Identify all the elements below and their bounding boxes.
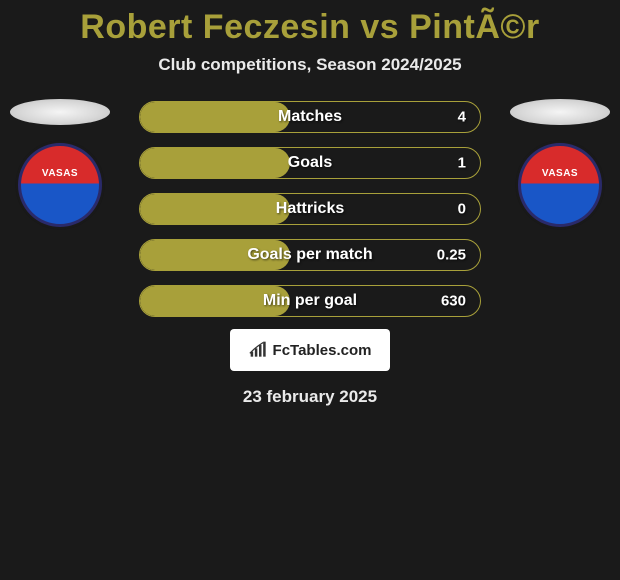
club-badge-right: VASAS [518,143,602,227]
club-badge-right-text: VASAS [542,168,578,179]
bar-chart-icon [249,341,269,359]
stat-fill [140,194,290,224]
middle-section: VASAS VASAS Matches 4 Goals 1 Hattricks 0 Goal… [0,99,620,319]
club-badge-left: VASAS [18,143,102,227]
stat-label: Matches [278,108,342,126]
stat-label: Min per goal [263,292,357,310]
stats-list: Matches 4 Goals 1 Hattricks 0 Goals per match 0… [139,99,481,317]
stat-row: Min per goal 630 [139,285,481,317]
stat-value: 4 [458,109,466,126]
player-placeholder-right [510,99,610,125]
stat-value: 630 [441,293,466,310]
stat-value: 0.25 [437,247,466,264]
stat-label: Goals per match [247,246,372,264]
club-badge-left-text: VASAS [42,168,78,179]
source-logo-text: FcTables.com [273,342,372,359]
stat-fill [140,102,290,132]
stat-value: 1 [458,155,466,172]
date-label: 23 february 2025 [0,387,620,407]
stat-label: Goals [288,154,332,172]
stat-row: Goals 1 [139,147,481,179]
page-title: Robert Feczesin vs PintÃ©r [0,8,620,47]
stat-row: Matches 4 [139,101,481,133]
player-left-block: VASAS [0,99,120,227]
comparison-card: Robert Feczesin vs PintÃ©r Club competit… [0,0,620,407]
stat-label: Hattricks [276,200,344,218]
stat-row: Hattricks 0 [139,193,481,225]
stat-row: Goals per match 0.25 [139,239,481,271]
page-subtitle: Club competitions, Season 2024/2025 [0,55,620,75]
player-right-block: VASAS [500,99,620,227]
player-placeholder-left [10,99,110,125]
stat-value: 0 [458,201,466,218]
source-logo[interactable]: FcTables.com [230,329,390,371]
stat-fill [140,148,290,178]
